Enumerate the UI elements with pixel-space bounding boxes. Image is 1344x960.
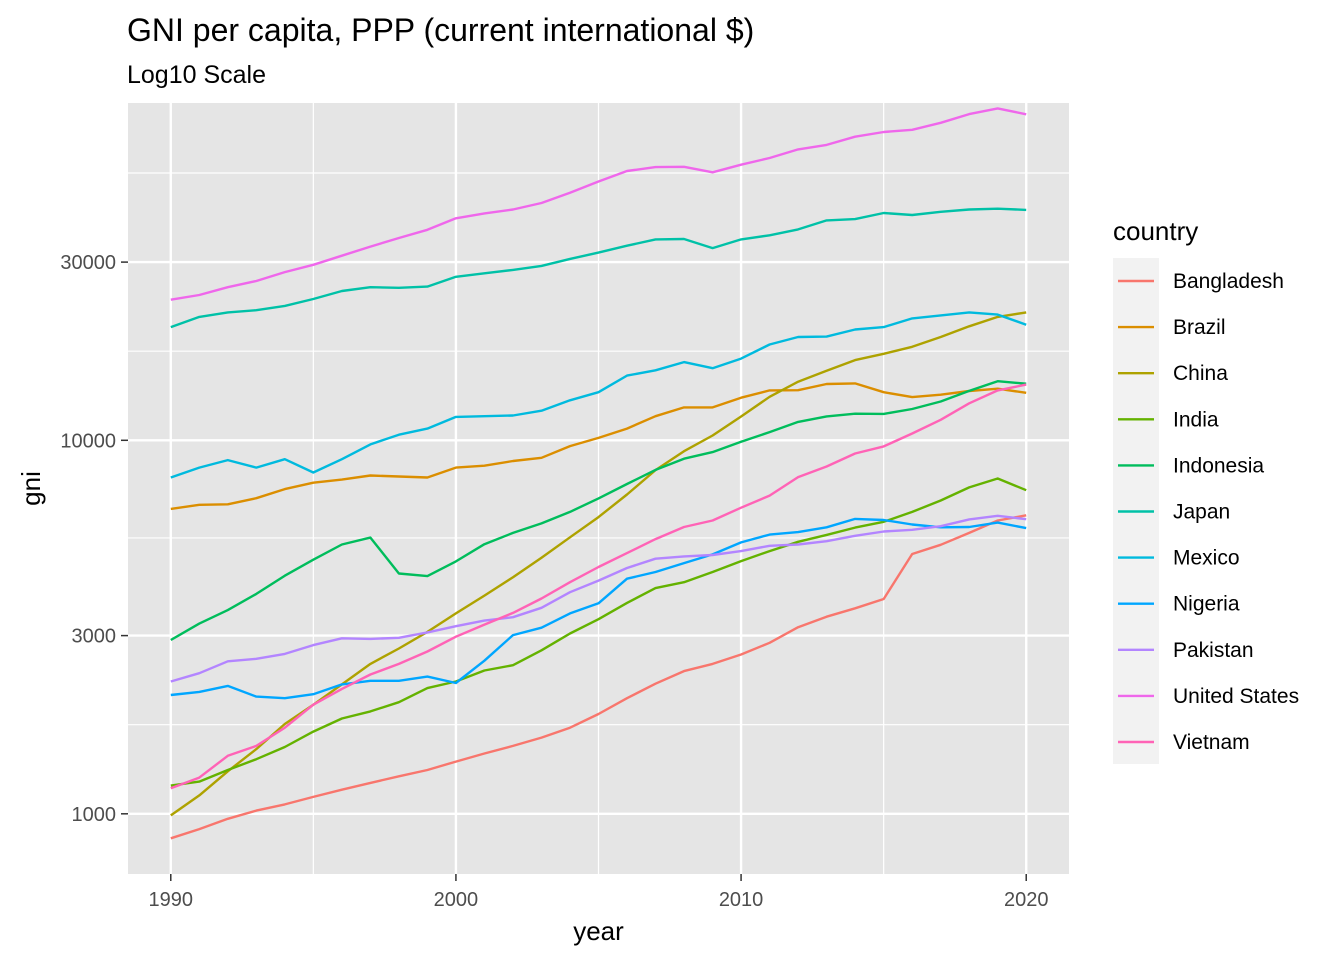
x-tick-label: 2000: [434, 889, 479, 911]
grid-major: [128, 103, 1069, 874]
x-tick-label: 2020: [1004, 889, 1049, 911]
y-tick-label: 3000: [72, 626, 117, 648]
legend-label-united-states: United States: [1173, 685, 1299, 708]
x-axis-title: year: [573, 916, 624, 946]
legend-label-pakistan: Pakistan: [1173, 639, 1254, 662]
series-line-mexico: [170, 311, 1027, 479]
series-line-brazil: [170, 382, 1027, 511]
legend-label-japan: Japan: [1173, 501, 1230, 524]
y-tick-label: 30000: [60, 252, 116, 274]
legend-label-china: China: [1173, 362, 1228, 385]
series-line-pakistan: [170, 514, 1027, 683]
legend-title: country: [1113, 216, 1198, 246]
legend-label-india: India: [1173, 408, 1219, 431]
x-tick-label: 2010: [719, 889, 764, 911]
x-axis: 1990 2000 2010 2020: [149, 874, 1049, 911]
series-line-vietnam: [170, 383, 1027, 790]
legend-label-indonesia: Indonesia: [1173, 454, 1264, 477]
series-line-nigeria: [170, 517, 1027, 700]
y-tick-label: 1000: [72, 804, 117, 826]
series-line-india: [170, 477, 1027, 787]
legend: country Bangladesh Brazil China India Indone…: [1113, 216, 1299, 764]
legend-label-mexico: Mexico: [1173, 547, 1240, 570]
series-line-bangladesh: [170, 514, 1027, 840]
chart-title: GNI per capita, PPP (current internation…: [127, 12, 754, 48]
series-line-indonesia: [170, 380, 1027, 642]
chart-subtitle: Log10 Scale: [127, 61, 266, 89]
y-tick-label: 10000: [60, 430, 116, 452]
x-tick-label: 1990: [149, 889, 194, 911]
legend-label-brazil: Brazil: [1173, 316, 1226, 339]
y-axis-title: gni: [16, 471, 46, 506]
series-line-japan: [170, 207, 1027, 329]
series-line-united-states: [170, 107, 1027, 301]
y-axis: 1000 3000 10000 30000: [60, 252, 128, 826]
legend-label-bangladesh: Bangladesh: [1173, 270, 1284, 293]
legend-label-vietnam: Vietnam: [1173, 731, 1250, 754]
series-lines: [170, 107, 1027, 840]
legend-label-nigeria: Nigeria: [1173, 593, 1240, 616]
